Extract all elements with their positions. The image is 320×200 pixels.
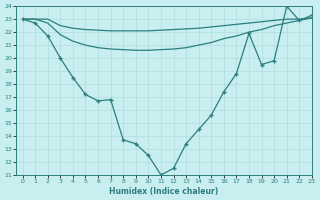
X-axis label: Humidex (Indice chaleur): Humidex (Indice chaleur) [109, 187, 219, 196]
